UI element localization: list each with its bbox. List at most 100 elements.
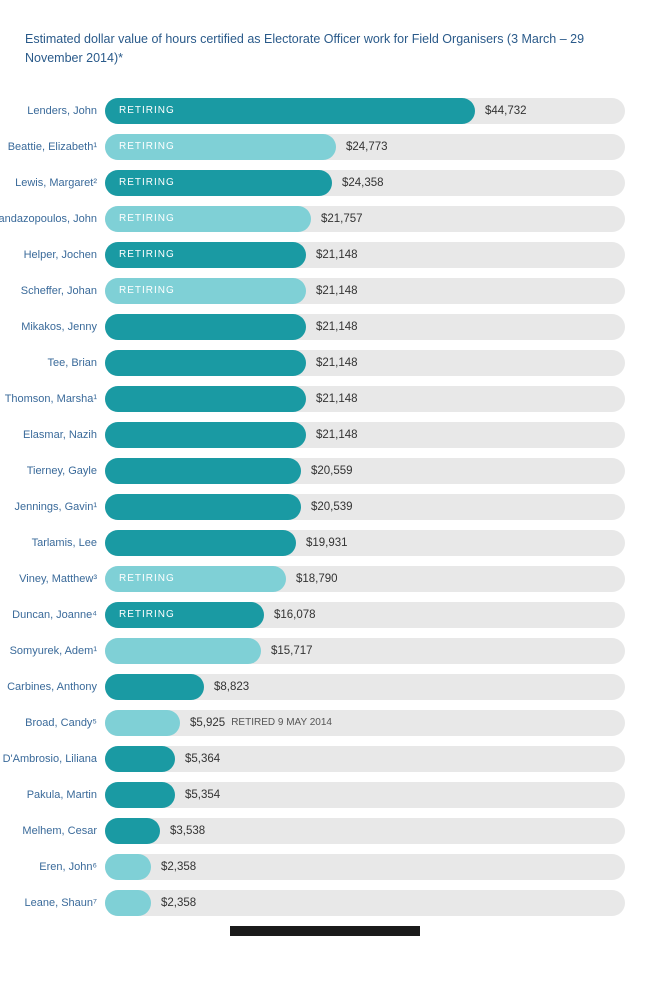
chart-row: Mikakos, Jenny$21,148 <box>105 314 625 340</box>
row-name: Lenders, John <box>0 105 97 117</box>
chart-row: Viney, Matthew³RETIRING$18,790 <box>105 566 625 592</box>
row-track: $2,358 <box>105 890 625 916</box>
row-name: Tierney, Gayle <box>0 465 97 477</box>
row-name: D'Ambrosio, Liliana <box>0 753 97 765</box>
row-name: Viney, Matthew³ <box>0 573 97 585</box>
row-track: RETIRING $21,148 <box>105 278 625 304</box>
row-value: $18,790 <box>296 566 338 592</box>
row-bar: RETIRING <box>105 206 311 232</box>
row-name: Thomson, Marsha¹ <box>0 393 97 405</box>
row-value: $19,931 <box>306 530 348 556</box>
row-track: $5,354 <box>105 782 625 808</box>
row-value: $21,148 <box>316 350 358 376</box>
retiring-tag: RETIRING <box>119 141 175 152</box>
row-name: Jennings, Gavin¹ <box>0 501 97 513</box>
row-track: RETIRING$24,358 <box>105 170 625 196</box>
chart-row: Lewis, Margaret²RETIRING$24,358 <box>105 170 625 196</box>
row-bar <box>105 710 180 736</box>
row-bar <box>105 818 160 844</box>
row-name: Scheffer, Johan <box>0 285 97 297</box>
row-name: Somyurek, Adem¹ <box>0 645 97 657</box>
row-track: $15,717 <box>105 638 625 664</box>
row-track: $19,931 <box>105 530 625 556</box>
bar-chart: Lenders, JohnRETIRING$44,732Beattie, Eli… <box>25 98 625 916</box>
row-bar <box>105 782 175 808</box>
chart-row: Scheffer, JohanRETIRING$21,148 <box>105 278 625 304</box>
row-value: $8,823 <box>214 674 249 700</box>
row-bar: RETIRING <box>105 170 332 196</box>
chart-row: Tierney, Gayle$20,559 <box>105 458 625 484</box>
row-bar <box>105 530 296 556</box>
row-name: Eren, John⁶ <box>0 861 97 873</box>
row-track: RETIRING $24,773 <box>105 134 625 160</box>
chart-row: Tee, Brian$21,148 <box>105 350 625 376</box>
chart-row: Elasmar, Nazih$21,148 <box>105 422 625 448</box>
chart-row: Broad, Candy⁵$5,925RETIRED 9 MAY 2014 <box>105 710 625 736</box>
row-name: Tarlamis, Lee <box>0 537 97 549</box>
row-name: Carbines, Anthony <box>0 681 97 693</box>
row-track: $21,148 <box>105 350 625 376</box>
row-value: $5,364 <box>185 746 220 772</box>
row-name: Beattie, Elizabeth¹ <box>0 141 97 153</box>
row-bar: RETIRING <box>105 98 475 124</box>
row-track: RETIRING$21,757 <box>105 206 625 232</box>
row-track: RETIRING $44,732 <box>105 98 625 124</box>
row-bar: RETIRING <box>105 242 306 268</box>
row-track: RETIRING $18,790 <box>105 566 625 592</box>
chart-row: Lenders, JohnRETIRING$44,732 <box>105 98 625 124</box>
row-bar <box>105 458 301 484</box>
row-name: Pakula, Martin <box>0 789 97 801</box>
row-value: $24,773 <box>346 134 388 160</box>
row-value: $2,358 <box>161 854 196 880</box>
row-name: Helper, Jochen <box>0 249 97 261</box>
chart-row: Carbines, Anthony$8,823 <box>105 674 625 700</box>
chart-row: Helper, JochenRETIRING$21,148 <box>105 242 625 268</box>
row-name: Pandazopoulos, John <box>0 213 97 225</box>
retiring-tag: RETIRING <box>119 285 175 296</box>
row-value: $20,539 <box>311 494 353 520</box>
row-track: $21,148 <box>105 422 625 448</box>
row-value: $21,148 <box>316 422 358 448</box>
row-value: $21,148 <box>316 314 358 340</box>
row-track: $20,559 <box>105 458 625 484</box>
row-value: $2,358 <box>161 890 196 916</box>
row-track: $3,538 <box>105 818 625 844</box>
chart-row: Jennings, Gavin¹$20,539 <box>105 494 625 520</box>
row-bar <box>105 422 306 448</box>
row-annotation: RETIRED 9 MAY 2014 <box>231 717 332 728</box>
row-value: $44,732 <box>485 98 527 124</box>
row-track: $21,148 <box>105 386 625 412</box>
chart-row: Tarlamis, Lee$19,931 <box>105 530 625 556</box>
row-track: $8,823 <box>105 674 625 700</box>
row-bar <box>105 494 301 520</box>
retiring-tag: RETIRING <box>119 177 175 188</box>
retiring-tag: RETIRING <box>119 105 175 116</box>
row-track: $20,539 <box>105 494 625 520</box>
footer-bar <box>230 926 420 936</box>
row-name: Leane, Shaun⁷ <box>0 897 97 909</box>
row-value: $21,148 <box>316 278 358 304</box>
row-bar <box>105 854 151 880</box>
row-track: $21,148 <box>105 314 625 340</box>
row-bar <box>105 350 306 376</box>
row-value: $21,148 <box>316 386 358 412</box>
retiring-tag: RETIRING <box>119 609 175 620</box>
page: Estimated dollar value of hours certifie… <box>0 0 650 956</box>
row-name: Lewis, Margaret² <box>0 177 97 189</box>
chart-row: Pakula, Martin$5,354 <box>105 782 625 808</box>
retiring-tag: RETIRING <box>119 573 175 584</box>
chart-row: Pandazopoulos, JohnRETIRING$21,757 <box>105 206 625 232</box>
chart-row: D'Ambrosio, Liliana$5,364 <box>105 746 625 772</box>
chart-row: Somyurek, Adem¹$15,717 <box>105 638 625 664</box>
row-track: $5,925RETIRED 9 MAY 2014 <box>105 710 625 736</box>
row-track: RETIRING $21,148 <box>105 242 625 268</box>
row-track: $2,358 <box>105 854 625 880</box>
row-value: $16,078 <box>274 602 316 628</box>
row-value: $21,148 <box>316 242 358 268</box>
row-name: Duncan, Joanne⁴ <box>0 609 97 621</box>
row-bar <box>105 314 306 340</box>
chart-row: Duncan, Joanne⁴RETIRING$16,078 <box>105 602 625 628</box>
retiring-tag: RETIRING <box>119 249 175 260</box>
row-name: Broad, Candy⁵ <box>0 717 97 729</box>
chart-row: Thomson, Marsha¹$21,148 <box>105 386 625 412</box>
